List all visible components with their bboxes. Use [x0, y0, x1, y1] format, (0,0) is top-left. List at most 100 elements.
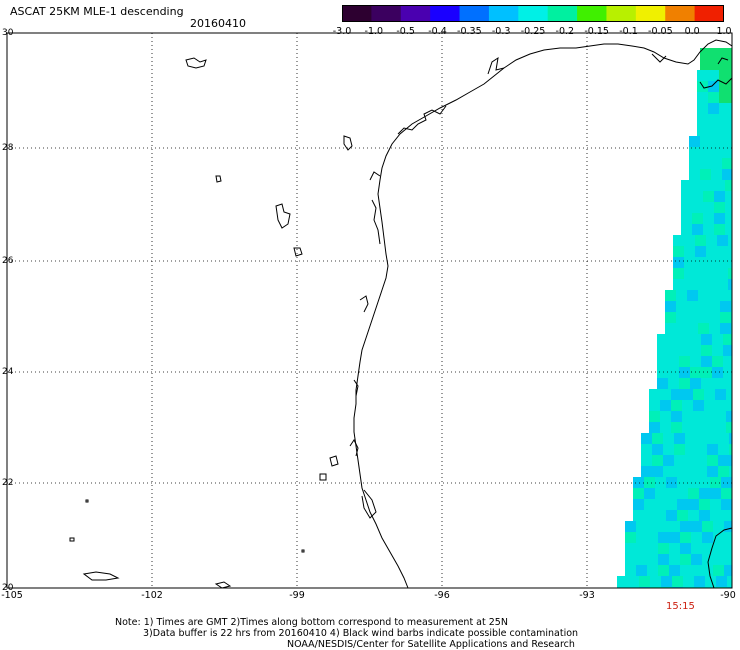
swath-cell	[714, 202, 725, 213]
swath-cell	[719, 125, 730, 136]
swath-cell	[655, 488, 666, 499]
swath-cell	[671, 411, 682, 422]
swath-cell	[691, 554, 702, 565]
swath-cell	[697, 103, 708, 114]
swath-cell	[665, 312, 676, 323]
swath-cell	[649, 422, 660, 433]
swath-cell	[703, 180, 714, 191]
swath-cell	[690, 367, 701, 378]
swath-cell	[652, 433, 663, 444]
colorbar-tick-label: -0.5	[396, 26, 415, 37]
swath-cell	[704, 411, 715, 422]
swath-cell	[700, 169, 711, 180]
swath-cell	[696, 444, 707, 455]
swath-cell	[674, 433, 685, 444]
swath-cell	[702, 521, 713, 532]
swath-cell	[657, 356, 668, 367]
colorbar-segment	[694, 5, 724, 22]
swath-cell	[728, 257, 732, 268]
swath-cell	[691, 543, 702, 554]
swath-cell	[708, 103, 719, 114]
swath-cell	[709, 301, 720, 312]
swath-cell	[717, 235, 728, 246]
swath-cell	[728, 279, 732, 290]
swath-cell	[701, 378, 712, 389]
swath-cell	[666, 510, 677, 521]
swath-cell	[685, 455, 696, 466]
graticule	[7, 33, 732, 588]
swath-cell	[696, 433, 707, 444]
swath-cell	[681, 202, 692, 213]
swath-cell	[730, 70, 732, 81]
swath-cell	[700, 136, 711, 147]
swath-cell	[701, 334, 712, 345]
swath-cell	[701, 367, 712, 378]
swath-cell	[682, 389, 693, 400]
swath-cell	[673, 268, 684, 279]
swath-cell	[689, 147, 700, 158]
latitude-label: 28	[2, 143, 14, 153]
swath-cell	[688, 510, 699, 521]
swath-cell	[700, 147, 711, 158]
swath-cell	[702, 543, 713, 554]
swath-cell	[718, 444, 729, 455]
swath-cell	[711, 158, 722, 169]
swath-cell	[666, 488, 677, 499]
swath-cell	[655, 477, 666, 488]
swath-cell	[702, 554, 713, 565]
swath-cell	[680, 554, 691, 565]
swath-cell	[682, 411, 693, 422]
colorbar-segment	[665, 5, 696, 22]
swath-cell	[689, 169, 700, 180]
swath-cell	[723, 356, 732, 367]
swath-cell	[666, 477, 677, 488]
swath-cell	[692, 224, 703, 235]
swath-cell	[708, 114, 719, 125]
swath-cell	[694, 576, 705, 587]
note-line-2: 3)Data buffer is 22 hrs from 20160410 4)…	[143, 628, 579, 639]
swath-cell	[684, 235, 695, 246]
swath-cell	[713, 532, 724, 543]
colorbar-tick-label: -0.1	[619, 26, 638, 37]
swath-cell	[655, 499, 666, 510]
swath-cell	[697, 70, 708, 81]
note-line-1: Note: 1) Times are GMT 2)Times along bot…	[115, 617, 508, 628]
colorbar-segment	[400, 5, 431, 22]
swath-cell	[722, 59, 732, 70]
swath-cell	[707, 444, 718, 455]
swath-cell	[647, 521, 658, 532]
swath-cell	[652, 455, 663, 466]
swath-cell	[715, 389, 726, 400]
swath-cell	[707, 466, 718, 477]
swath-cell	[658, 543, 669, 554]
swath-cell	[717, 257, 728, 268]
swath-cell	[658, 554, 669, 565]
colorbar-segment	[488, 5, 519, 22]
longitude-label: -93	[579, 590, 595, 601]
swath-cell	[730, 92, 732, 103]
swath-cell	[658, 532, 669, 543]
latitude-label: 20	[2, 583, 14, 593]
swath-cell	[719, 103, 730, 114]
swath-cell	[636, 543, 647, 554]
latitude-label: 22	[2, 478, 14, 488]
data-swath	[617, 48, 732, 588]
swath-cell	[711, 169, 722, 180]
swath-cell	[665, 323, 676, 334]
swath-cell	[708, 70, 719, 81]
colorbar-segment	[606, 5, 637, 22]
swath-cell	[726, 389, 732, 400]
swath-cell	[644, 477, 655, 488]
swath-cell	[693, 422, 704, 433]
swath-cell	[720, 290, 731, 301]
swath-cell	[713, 543, 724, 554]
swath-cell	[707, 433, 718, 444]
swath-cell	[636, 554, 647, 565]
colorbar-segment	[371, 5, 402, 22]
swath-cell	[706, 235, 717, 246]
swath-cell	[674, 466, 685, 477]
swath-cell	[691, 521, 702, 532]
swath-cell	[617, 576, 628, 587]
longitude-label: -99	[289, 590, 305, 601]
swath-cell	[713, 565, 724, 576]
